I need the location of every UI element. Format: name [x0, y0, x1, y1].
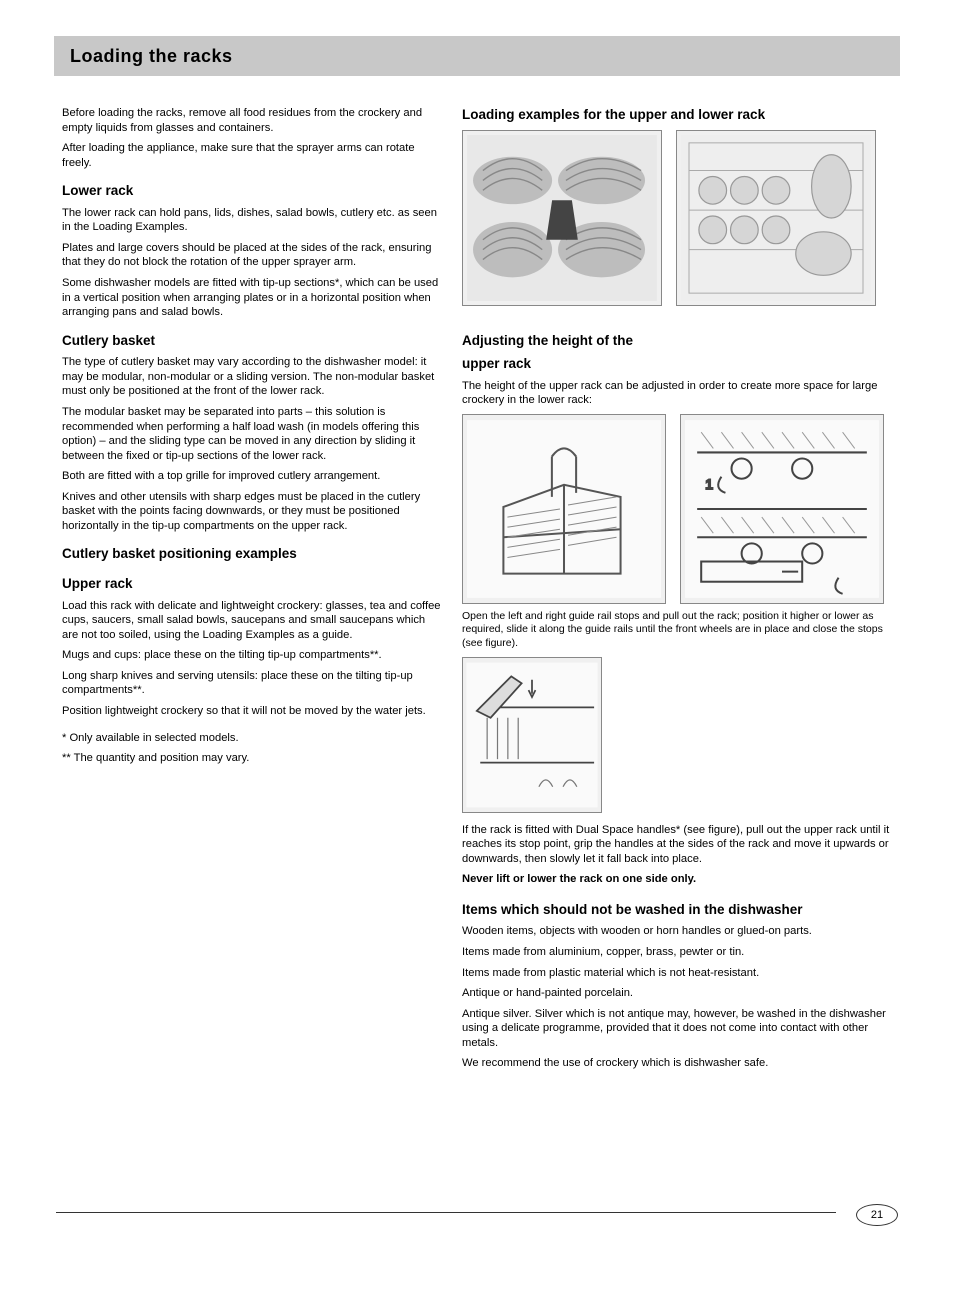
cups-icon	[677, 131, 875, 305]
upper-bullet-2: Position lightweight crockery so that it…	[62, 704, 442, 719]
upper-rack-section: Upper rack Load this rack with delicate …	[62, 575, 442, 718]
lower-p3: Some dishwasher models are fitted with t…	[62, 276, 442, 320]
cutlery-basket-image	[462, 414, 666, 604]
adjust-p3: If the rack is fitted with Dual Space ha…	[462, 823, 900, 867]
cutlery-ex-heading: Cutlery basket positioning examples	[62, 545, 442, 563]
cutlery-p3: Both are fitted with a top grille for im…	[62, 469, 442, 484]
svg-text:1: 1	[705, 476, 713, 492]
dual-space-row	[462, 657, 900, 813]
lower-rack-heading: Lower rack	[62, 182, 442, 200]
lower-p1: The lower rack can hold pans, lids, dish…	[62, 206, 442, 235]
intro-p2: After loading the appliance, make sure t…	[62, 141, 442, 170]
cutlery-examples-section: Cutlery basket positioning examples	[62, 545, 442, 563]
unsuitable-b4: Antique silver. Silver which is not anti…	[462, 1007, 900, 1051]
lower-rack-section: Lower rack The lower rack can hold pans,…	[62, 182, 442, 319]
cutlery-p4: Knives and other utensils with sharp edg…	[62, 490, 442, 534]
upper-bullet-1: Long sharp knives and serving utensils: …	[62, 669, 442, 698]
page-number-text: 21	[871, 1209, 883, 1221]
page-number: 21	[856, 1204, 898, 1226]
lower-p2: Plates and large covers should be placed…	[62, 241, 442, 270]
unsuitable-heading: Items which should not be washed in the …	[462, 901, 900, 919]
handle-icon	[463, 658, 601, 812]
intro-p1: Before loading the racks, remove all foo…	[62, 106, 442, 135]
header-bar: Loading the racks	[54, 36, 900, 76]
cutlery-p2: The modular basket may be separated into…	[62, 405, 442, 463]
loading-examples-heading: Loading examples for the upper and lower…	[462, 106, 900, 124]
rail-icon: 1	[681, 415, 883, 603]
unsuitable-b3: Antique or hand-painted porcelain.	[462, 986, 900, 1001]
adjust-note: Never lift or lower the rack on one side…	[462, 872, 900, 887]
intro-section: Before loading the racks, remove all foo…	[62, 106, 442, 170]
footer-rule	[56, 1212, 836, 1213]
upper-p1: Load this rack with delicate and lightwe…	[62, 599, 442, 643]
unsuitable-b2: Items made from plastic material which i…	[462, 966, 900, 981]
plates-icon	[463, 131, 661, 305]
dual-space-image	[462, 657, 602, 813]
rail-stops-image: 1	[680, 414, 884, 604]
lower-rack-example-image	[462, 130, 662, 306]
page-title: Loading the racks	[54, 36, 900, 77]
unsuitable-tip: We recommend the use of crockery which i…	[462, 1056, 900, 1071]
cutlery-section: Cutlery basket The type of cutlery baske…	[62, 332, 442, 534]
adjust-diagrams-row: 1	[462, 414, 900, 604]
right-column: Loading examples for the upper and lower…	[462, 106, 900, 1077]
loading-examples-row	[462, 130, 900, 306]
upper-bullet-0: Mugs and cups: place these on the tiltin…	[62, 648, 442, 663]
adjust-p2: Open the left and right guide rail stops…	[462, 610, 900, 651]
upper-rack-heading: Upper rack	[62, 575, 442, 593]
cutlery-heading: Cutlery basket	[62, 332, 442, 350]
cutlery-p1: The type of cutlery basket may vary acco…	[62, 355, 442, 399]
adjust-heading-1: Adjusting the height of the	[462, 332, 900, 350]
adjust-p1: The height of the upper rack can be adju…	[462, 379, 900, 408]
unsuitable-b1: Items made from aluminium, copper, brass…	[462, 945, 900, 960]
unsuitable-b0: Wooden items, objects with wooden or hor…	[462, 924, 900, 939]
upper-rack-example-image	[676, 130, 876, 306]
footnote-star: * Only available in selected models.	[62, 731, 442, 746]
footnote-dstar: ** The quantity and position may vary.	[62, 751, 442, 766]
left-column: Before loading the racks, remove all foo…	[62, 106, 442, 772]
adjust-heading-2: upper rack	[462, 355, 900, 373]
basket-icon	[463, 415, 665, 603]
